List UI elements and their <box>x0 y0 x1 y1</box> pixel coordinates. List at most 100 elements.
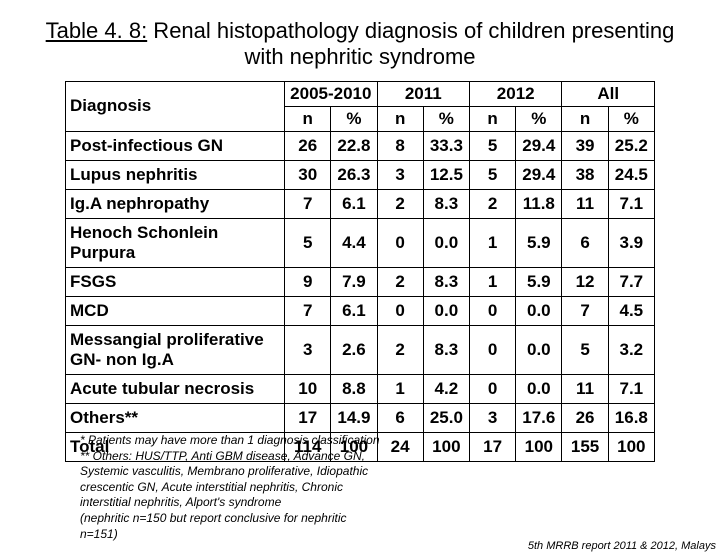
value-cell: 2.6 <box>331 325 377 374</box>
value-cell: 7.1 <box>608 189 654 218</box>
diagnosis-cell: Acute tubular necrosis <box>66 374 285 403</box>
value-cell: 5 <box>469 131 515 160</box>
footnote-line: (nephritic n=150 but report conclusive f… <box>80 511 380 527</box>
value-cell: 5 <box>469 160 515 189</box>
value-cell: 9 <box>285 267 331 296</box>
value-cell: 100 <box>516 432 562 461</box>
diagnosis-cell: Ig.A nephropathy <box>66 189 285 218</box>
value-cell: 2 <box>377 267 423 296</box>
value-cell: 11 <box>562 374 608 403</box>
value-cell: 8.3 <box>423 189 469 218</box>
value-cell: 7.7 <box>608 267 654 296</box>
histopathology-table: Diagnosis 2005-2010 2011 2012 All n % n … <box>65 81 655 462</box>
value-cell: 8.3 <box>423 267 469 296</box>
value-cell: 4.4 <box>331 218 377 267</box>
value-cell: 100 <box>608 432 654 461</box>
value-cell: 3.9 <box>608 218 654 267</box>
value-cell: 12.5 <box>423 160 469 189</box>
value-cell: 100 <box>423 432 469 461</box>
value-cell: 5 <box>285 218 331 267</box>
header-period2: 2011 <box>377 81 469 106</box>
value-cell: 6 <box>377 403 423 432</box>
table-number: Table 4. 8: <box>46 18 148 43</box>
header-period1: 2005-2010 <box>285 81 377 106</box>
value-cell: 1 <box>469 218 515 267</box>
value-cell: 7.9 <box>331 267 377 296</box>
diagnosis-cell: Others** <box>66 403 285 432</box>
value-cell: 24.5 <box>608 160 654 189</box>
value-cell: 25.2 <box>608 131 654 160</box>
value-cell: 5.9 <box>516 218 562 267</box>
value-cell: 38 <box>562 160 608 189</box>
value-cell: 0 <box>377 218 423 267</box>
value-cell: 8.8 <box>331 374 377 403</box>
value-cell: 8.3 <box>423 325 469 374</box>
sub-n: n <box>469 106 515 131</box>
footnote-line: ** Others: HUS/TTP, Anti GBM disease, Ad… <box>80 449 380 465</box>
value-cell: 6.1 <box>331 296 377 325</box>
sub-n: n <box>377 106 423 131</box>
value-cell: 16.8 <box>608 403 654 432</box>
value-cell: 26.3 <box>331 160 377 189</box>
value-cell: 39 <box>562 131 608 160</box>
value-cell: 3 <box>377 160 423 189</box>
source-ref: 5th MRRB report 2011 & 2012, Malays <box>528 540 716 552</box>
value-cell: 4.5 <box>608 296 654 325</box>
value-cell: 29.4 <box>516 160 562 189</box>
header-period4: All <box>562 81 655 106</box>
value-cell: 3 <box>285 325 331 374</box>
sub-pct: % <box>423 106 469 131</box>
header-period3: 2012 <box>469 81 561 106</box>
value-cell: 25.0 <box>423 403 469 432</box>
value-cell: 0 <box>469 325 515 374</box>
diagnosis-cell: Henoch Schonlein Purpura <box>66 218 285 267</box>
value-cell: 17 <box>469 432 515 461</box>
value-cell: 7 <box>285 189 331 218</box>
value-cell: 6.1 <box>331 189 377 218</box>
value-cell: 17 <box>285 403 331 432</box>
footnote-line: interstitial nephritis, Alport's syndrom… <box>80 495 380 511</box>
value-cell: 0.0 <box>516 325 562 374</box>
value-cell: 30 <box>285 160 331 189</box>
value-cell: 2 <box>377 325 423 374</box>
value-cell: 24 <box>377 432 423 461</box>
value-cell: 7.1 <box>608 374 654 403</box>
value-cell: 1 <box>469 267 515 296</box>
value-cell: 2 <box>469 189 515 218</box>
value-cell: 5 <box>562 325 608 374</box>
value-cell: 5.9 <box>516 267 562 296</box>
value-cell: 155 <box>562 432 608 461</box>
value-cell: 11 <box>562 189 608 218</box>
value-cell: 22.8 <box>331 131 377 160</box>
value-cell: 6 <box>562 218 608 267</box>
sub-pct: % <box>331 106 377 131</box>
value-cell: 0.0 <box>423 296 469 325</box>
table-caption: Table 4. 8: Renal histopathology diagnos… <box>40 18 680 71</box>
value-cell: 12 <box>562 267 608 296</box>
title-rest: Renal histopathology diagnosis of childr… <box>147 18 674 69</box>
sub-n: n <box>285 106 331 131</box>
diagnosis-cell: Lupus nephritis <box>66 160 285 189</box>
sub-pct: % <box>516 106 562 131</box>
value-cell: 29.4 <box>516 131 562 160</box>
value-cell: 0.0 <box>516 296 562 325</box>
value-cell: 7 <box>562 296 608 325</box>
value-cell: 0 <box>469 374 515 403</box>
value-cell: 0 <box>469 296 515 325</box>
value-cell: 3.2 <box>608 325 654 374</box>
value-cell: 8 <box>377 131 423 160</box>
footnotes: * Patients may have more than 1 diagnosi… <box>80 433 380 542</box>
footnote-line: Systemic vasculitis, Membrano proliferat… <box>80 464 380 480</box>
value-cell: 0.0 <box>423 218 469 267</box>
value-cell: 33.3 <box>423 131 469 160</box>
value-cell: 26 <box>562 403 608 432</box>
diagnosis-cell: FSGS <box>66 267 285 296</box>
footnote-line: * Patients may have more than 1 diagnosi… <box>80 433 380 449</box>
value-cell: 2 <box>377 189 423 218</box>
diagnosis-cell: Post-infectious GN <box>66 131 285 160</box>
value-cell: 26 <box>285 131 331 160</box>
value-cell: 1 <box>377 374 423 403</box>
diagnosis-cell: MCD <box>66 296 285 325</box>
value-cell: 0 <box>377 296 423 325</box>
sub-n: n <box>562 106 608 131</box>
